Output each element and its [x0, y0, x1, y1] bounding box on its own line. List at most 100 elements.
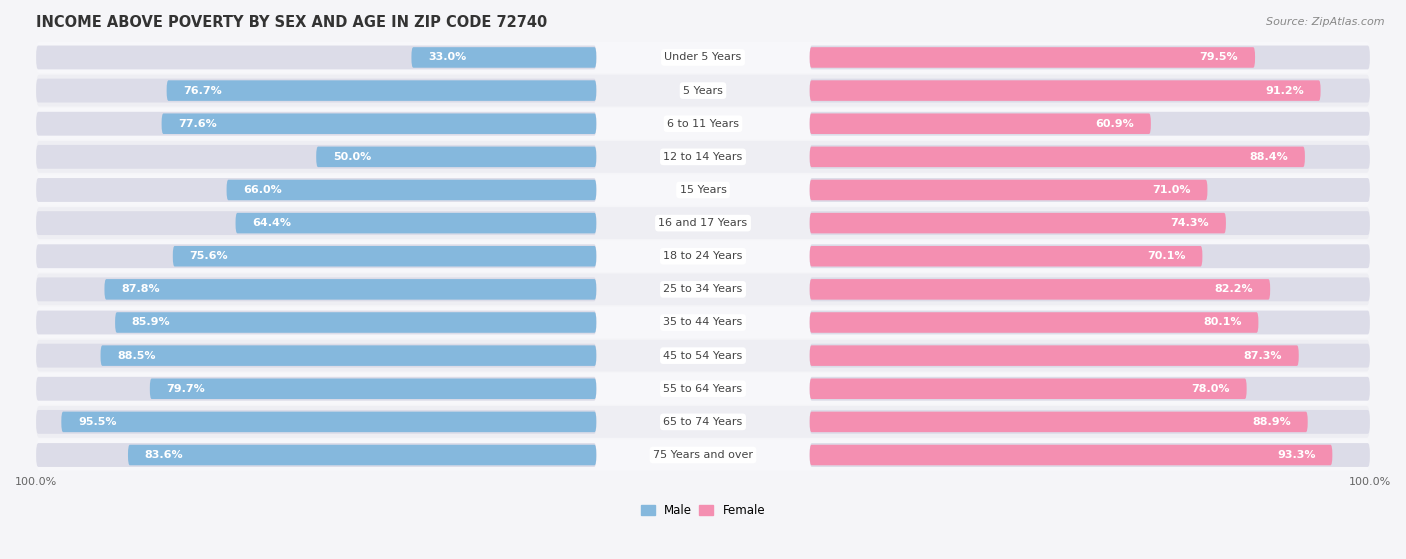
Text: 87.8%: 87.8% — [121, 285, 160, 295]
FancyBboxPatch shape — [104, 279, 596, 300]
Text: 83.6%: 83.6% — [145, 450, 183, 460]
Text: 70.1%: 70.1% — [1147, 251, 1185, 261]
FancyBboxPatch shape — [810, 211, 1369, 235]
FancyBboxPatch shape — [810, 179, 1208, 200]
FancyBboxPatch shape — [37, 277, 596, 301]
FancyBboxPatch shape — [810, 246, 1202, 267]
FancyBboxPatch shape — [236, 213, 596, 233]
FancyBboxPatch shape — [37, 178, 596, 202]
FancyBboxPatch shape — [810, 145, 1369, 169]
Text: 95.5%: 95.5% — [77, 417, 117, 427]
Text: Source: ZipAtlas.com: Source: ZipAtlas.com — [1267, 17, 1385, 27]
FancyBboxPatch shape — [37, 377, 596, 401]
Text: 12 to 14 Years: 12 to 14 Years — [664, 152, 742, 162]
FancyBboxPatch shape — [226, 179, 596, 200]
FancyBboxPatch shape — [810, 377, 1369, 401]
FancyBboxPatch shape — [810, 311, 1369, 334]
FancyBboxPatch shape — [810, 443, 1369, 467]
Text: 77.6%: 77.6% — [179, 119, 217, 129]
Text: 18 to 24 Years: 18 to 24 Years — [664, 251, 742, 261]
FancyBboxPatch shape — [37, 311, 596, 334]
Text: 65 to 74 Years: 65 to 74 Years — [664, 417, 742, 427]
Text: 88.9%: 88.9% — [1253, 417, 1291, 427]
FancyBboxPatch shape — [810, 178, 1369, 202]
FancyBboxPatch shape — [810, 410, 1369, 434]
Text: Under 5 Years: Under 5 Years — [665, 53, 741, 63]
FancyBboxPatch shape — [37, 45, 596, 69]
Text: INCOME ABOVE POVERTY BY SEX AND AGE IN ZIP CODE 72740: INCOME ABOVE POVERTY BY SEX AND AGE IN Z… — [37, 15, 547, 30]
FancyBboxPatch shape — [37, 112, 596, 136]
FancyBboxPatch shape — [810, 244, 1369, 268]
FancyBboxPatch shape — [62, 411, 596, 432]
FancyBboxPatch shape — [37, 306, 1369, 338]
FancyBboxPatch shape — [173, 246, 596, 267]
FancyBboxPatch shape — [150, 378, 596, 399]
Text: 82.2%: 82.2% — [1215, 285, 1254, 295]
FancyBboxPatch shape — [37, 79, 596, 102]
FancyBboxPatch shape — [810, 113, 1152, 134]
FancyBboxPatch shape — [810, 312, 1258, 333]
Text: 76.7%: 76.7% — [183, 86, 222, 96]
FancyBboxPatch shape — [810, 79, 1369, 102]
FancyBboxPatch shape — [810, 45, 1369, 69]
FancyBboxPatch shape — [167, 80, 596, 101]
FancyBboxPatch shape — [810, 80, 1320, 101]
FancyBboxPatch shape — [810, 344, 1369, 368]
Text: 75 Years and over: 75 Years and over — [652, 450, 754, 460]
FancyBboxPatch shape — [37, 145, 596, 169]
Text: 6 to 11 Years: 6 to 11 Years — [666, 119, 740, 129]
FancyBboxPatch shape — [316, 146, 596, 167]
FancyBboxPatch shape — [810, 279, 1270, 300]
FancyBboxPatch shape — [37, 240, 1369, 272]
FancyBboxPatch shape — [37, 439, 1369, 471]
FancyBboxPatch shape — [37, 406, 1369, 438]
FancyBboxPatch shape — [810, 277, 1369, 301]
Text: 87.3%: 87.3% — [1243, 350, 1282, 361]
FancyBboxPatch shape — [128, 445, 596, 465]
FancyBboxPatch shape — [810, 47, 1256, 68]
FancyBboxPatch shape — [810, 378, 1247, 399]
Text: 45 to 54 Years: 45 to 54 Years — [664, 350, 742, 361]
Text: 93.3%: 93.3% — [1277, 450, 1316, 460]
Text: 79.5%: 79.5% — [1199, 53, 1239, 63]
Text: 74.3%: 74.3% — [1171, 218, 1209, 228]
Text: 15 Years: 15 Years — [679, 185, 727, 195]
FancyBboxPatch shape — [37, 41, 1369, 73]
Text: 78.0%: 78.0% — [1191, 384, 1230, 394]
FancyBboxPatch shape — [37, 174, 1369, 206]
Text: 33.0%: 33.0% — [427, 53, 467, 63]
Text: 75.6%: 75.6% — [190, 251, 228, 261]
FancyBboxPatch shape — [115, 312, 596, 333]
FancyBboxPatch shape — [37, 244, 596, 268]
Legend: Male, Female: Male, Female — [636, 499, 770, 522]
Text: 88.4%: 88.4% — [1250, 152, 1288, 162]
FancyBboxPatch shape — [37, 108, 1369, 140]
Text: 91.2%: 91.2% — [1265, 86, 1303, 96]
FancyBboxPatch shape — [162, 113, 596, 134]
Text: 85.9%: 85.9% — [132, 318, 170, 328]
Text: 16 and 17 Years: 16 and 17 Years — [658, 218, 748, 228]
FancyBboxPatch shape — [810, 345, 1299, 366]
FancyBboxPatch shape — [810, 411, 1308, 432]
Text: 79.7%: 79.7% — [166, 384, 205, 394]
FancyBboxPatch shape — [37, 373, 1369, 405]
FancyBboxPatch shape — [37, 207, 1369, 239]
Text: 60.9%: 60.9% — [1095, 119, 1135, 129]
FancyBboxPatch shape — [810, 146, 1305, 167]
FancyBboxPatch shape — [810, 213, 1226, 233]
Text: 71.0%: 71.0% — [1153, 185, 1191, 195]
FancyBboxPatch shape — [37, 211, 596, 235]
Text: 88.5%: 88.5% — [117, 350, 156, 361]
Text: 55 to 64 Years: 55 to 64 Years — [664, 384, 742, 394]
FancyBboxPatch shape — [37, 344, 596, 368]
Text: 5 Years: 5 Years — [683, 86, 723, 96]
FancyBboxPatch shape — [810, 112, 1369, 136]
Text: 50.0%: 50.0% — [333, 152, 371, 162]
FancyBboxPatch shape — [37, 443, 596, 467]
Text: 64.4%: 64.4% — [252, 218, 291, 228]
FancyBboxPatch shape — [101, 345, 596, 366]
FancyBboxPatch shape — [37, 141, 1369, 173]
FancyBboxPatch shape — [810, 445, 1333, 465]
FancyBboxPatch shape — [37, 273, 1369, 305]
FancyBboxPatch shape — [37, 410, 596, 434]
